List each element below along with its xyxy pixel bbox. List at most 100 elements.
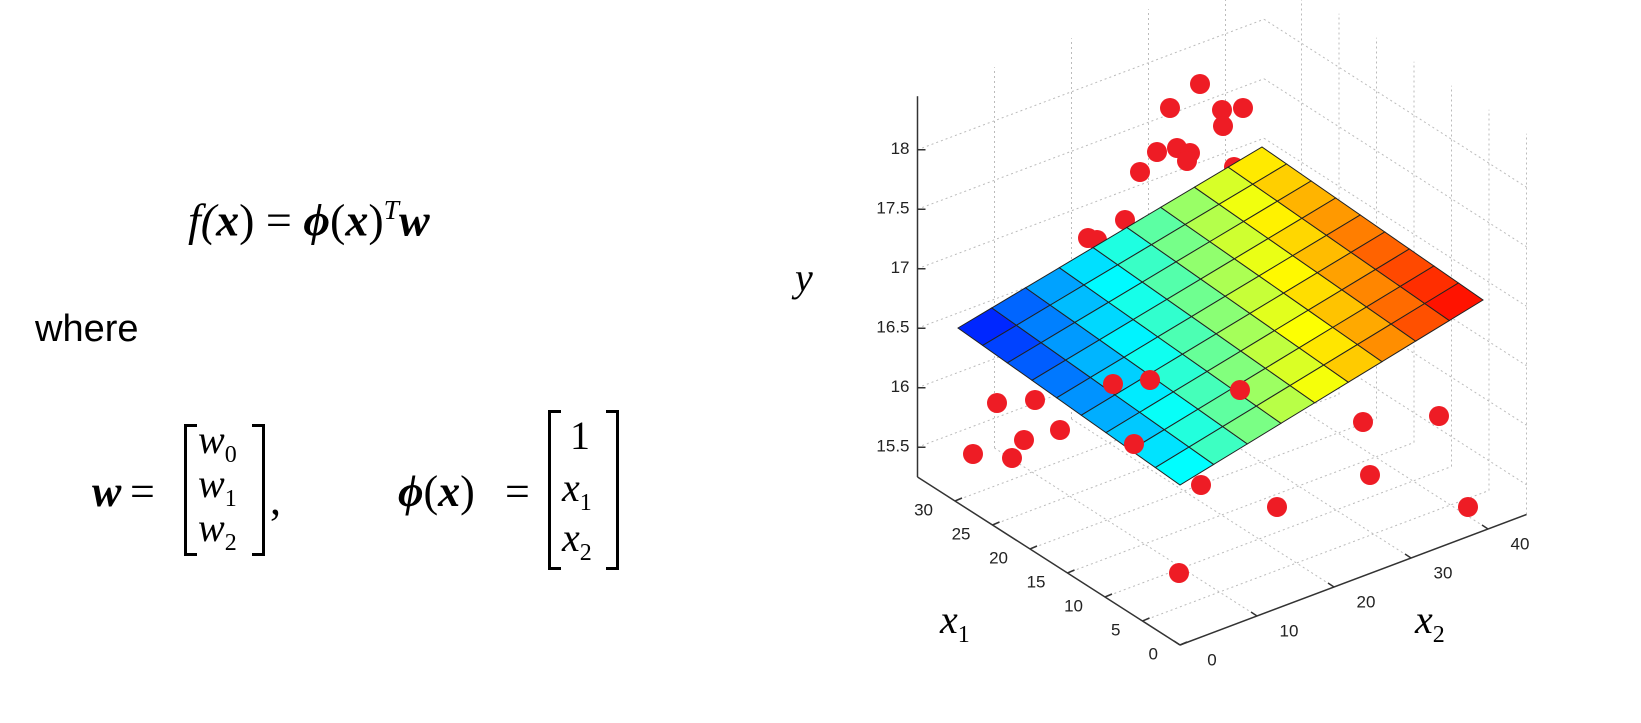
point xyxy=(1191,475,1211,495)
point xyxy=(987,393,1007,413)
grid-line xyxy=(1071,418,1335,588)
y-tick-label: 15.5 xyxy=(876,437,909,456)
x2-tick-label: 40 xyxy=(1511,534,1530,553)
w-entry: w2 xyxy=(198,508,237,556)
grid-line xyxy=(1148,389,1412,559)
tick xyxy=(1327,582,1335,588)
x2-tick-label: 20 xyxy=(1357,592,1376,611)
phi-open: ( xyxy=(423,467,439,516)
grid-line xyxy=(917,78,1265,210)
where: where xyxy=(35,308,139,350)
label-base: x xyxy=(1415,597,1433,642)
tick xyxy=(1250,611,1258,617)
y-tick-label: 16 xyxy=(891,377,910,396)
bracket xyxy=(252,424,265,556)
point xyxy=(1169,563,1189,583)
phi-entry: 1 xyxy=(570,413,590,458)
bracket xyxy=(184,424,197,556)
phi-sym: ϕ xyxy=(398,467,424,516)
x1-tick-label: 15 xyxy=(1027,572,1046,591)
grid-line xyxy=(1263,18,1527,188)
entry-base: w xyxy=(198,417,225,462)
tick xyxy=(1404,553,1412,559)
tick xyxy=(1173,640,1181,646)
bracket xyxy=(606,410,619,570)
surface-cell xyxy=(1423,282,1484,322)
w-lhs: w xyxy=(92,467,122,516)
point xyxy=(1103,374,1123,394)
x1-tick-label: 5 xyxy=(1111,620,1120,639)
label-sub: 1 xyxy=(957,622,970,648)
phi-entry: x1 xyxy=(562,465,592,516)
grid-line xyxy=(1104,466,1452,598)
tick xyxy=(954,497,963,502)
grid-line xyxy=(917,18,1265,151)
tick xyxy=(1067,569,1075,574)
phi-lhs: ϕ(x) xyxy=(398,470,475,514)
label-sub: 2 xyxy=(1432,622,1445,648)
eq-part: x xyxy=(345,194,369,246)
eq-part: f( xyxy=(188,194,217,246)
point xyxy=(1014,430,1034,450)
x1-tick-label: 25 xyxy=(952,524,971,543)
point xyxy=(1050,420,1070,440)
tick xyxy=(1104,593,1113,598)
x1-axis-label: x1 xyxy=(940,597,970,648)
grid-line xyxy=(1263,137,1527,307)
point xyxy=(963,444,983,464)
tick xyxy=(992,521,1000,526)
tick xyxy=(1481,524,1489,530)
grid-line xyxy=(917,137,1265,270)
comma: , xyxy=(270,475,281,524)
eq-part: ϕ xyxy=(303,194,330,246)
grid-line xyxy=(1067,442,1415,574)
point xyxy=(1190,74,1210,94)
phi-entry: x2 xyxy=(562,518,592,566)
grid-line xyxy=(994,447,1258,617)
point xyxy=(1212,100,1232,120)
eq-part: T xyxy=(383,194,400,225)
x2-axis-label: x2 xyxy=(1415,597,1445,648)
x2-tick-label: 30 xyxy=(1434,563,1453,582)
point xyxy=(1115,210,1135,230)
tick xyxy=(1179,641,1188,646)
phi-close: ) xyxy=(460,467,475,516)
y-tick-label: 17.5 xyxy=(876,199,909,218)
point xyxy=(1429,406,1449,426)
entry-base: x xyxy=(562,465,580,510)
w-entry: w0 xyxy=(198,417,237,468)
entry-sub: 2 xyxy=(579,540,592,566)
y-tick-label: 17 xyxy=(891,258,910,277)
eq-part: w xyxy=(399,194,430,246)
entry-sub: 2 xyxy=(224,530,237,556)
x1-tick-label: 10 xyxy=(1064,596,1083,615)
eq-part: ) xyxy=(368,194,384,246)
point xyxy=(1025,390,1045,410)
entry-sub: 1 xyxy=(224,486,237,512)
point xyxy=(1160,98,1180,118)
point xyxy=(1213,116,1233,136)
grid-line xyxy=(1263,78,1527,248)
x2-tick-label: 10 xyxy=(1280,621,1299,640)
label-base: x xyxy=(940,597,958,642)
eq-part: ( xyxy=(330,194,346,246)
w-entry: w1 xyxy=(198,464,237,512)
point xyxy=(1233,98,1253,118)
equation: f(x) = ϕ(x)Tw xyxy=(188,196,430,243)
point xyxy=(1230,380,1250,400)
grid-line xyxy=(1142,490,1490,622)
point xyxy=(1353,412,1373,432)
point xyxy=(1130,162,1150,182)
point xyxy=(1002,448,1022,468)
phi-eq: = xyxy=(505,467,530,516)
tick xyxy=(1142,617,1150,622)
eq-part: x xyxy=(216,194,240,246)
y-tick-label: 18 xyxy=(891,139,910,158)
axis-line xyxy=(1179,513,1527,646)
phi-arg: x xyxy=(438,467,461,516)
point xyxy=(1267,497,1287,517)
y-axis-label: y xyxy=(795,255,813,300)
point xyxy=(1177,151,1197,171)
w-eq: = xyxy=(130,467,155,516)
